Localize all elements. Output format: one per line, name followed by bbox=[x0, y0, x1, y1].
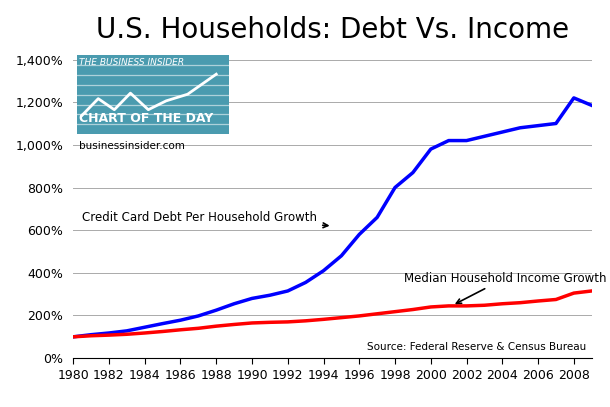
Text: businessinsider.com: businessinsider.com bbox=[79, 140, 184, 151]
Text: Source: Federal Reserve & Census Bureau: Source: Federal Reserve & Census Bureau bbox=[367, 342, 586, 352]
Text: Median Household Income Growth: Median Household Income Growth bbox=[404, 271, 606, 303]
Bar bbox=[77, 55, 229, 134]
Text: CHART OF THE DAY: CHART OF THE DAY bbox=[79, 112, 213, 125]
Text: Credit Card Debt Per Household Growth: Credit Card Debt Per Household Growth bbox=[82, 211, 328, 228]
Text: THE BUSINESS INSIDER: THE BUSINESS INSIDER bbox=[79, 59, 185, 68]
Title: U.S. Households: Debt Vs. Income: U.S. Households: Debt Vs. Income bbox=[96, 16, 569, 44]
